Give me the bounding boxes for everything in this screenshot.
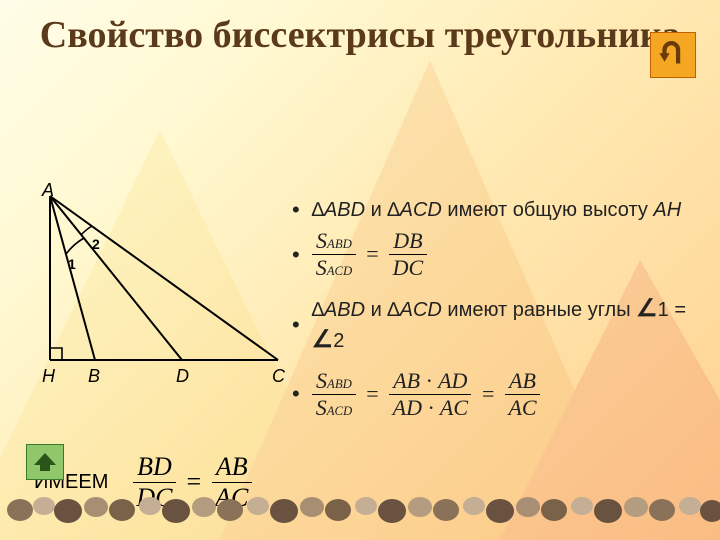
back-button[interactable] xyxy=(650,32,696,78)
vertex-a-label: A xyxy=(42,180,54,201)
formula-ratio-2: SABD SACD = AB · AD AD · AC = AB AC xyxy=(312,369,541,420)
decorative-rocks xyxy=(0,484,720,528)
angle1-label: 1 xyxy=(68,256,76,272)
vertex-h-label: H xyxy=(42,366,55,387)
bullet-dot: • xyxy=(292,314,300,336)
bullet-4: • SABD SACD = AB · AD AD · AC = AB AC xyxy=(288,369,698,420)
bullet-3: • ∆ABD и ∆ACD имеют равные углы ∠1 = ∠2 xyxy=(288,294,698,355)
vertex-b-label: B xyxy=(88,366,100,387)
vertex-c-label: C xyxy=(272,366,285,387)
page-title: Свойство биссектрисы треугольника xyxy=(0,0,720,58)
bullet-2: • SABD SACD = DB DC xyxy=(288,229,698,280)
triangle-diagram: A H B D C 1 2 xyxy=(20,188,300,398)
home-button[interactable] xyxy=(26,444,64,480)
vertex-d-label: D xyxy=(176,366,189,387)
angle2-label: 2 xyxy=(92,236,100,252)
bullet-list: • ∆ABD и ∆ACD имеют общую высоту AH • SA… xyxy=(288,198,698,426)
up-arrow-icon xyxy=(32,451,58,473)
bullet-dot: • xyxy=(292,199,300,221)
bullet-1: • ∆ABD и ∆ACD имеют общую высоту AH xyxy=(288,198,698,224)
u-turn-icon xyxy=(656,38,690,72)
bullet-dot: • xyxy=(292,244,300,266)
bullet-dot: • xyxy=(292,383,300,405)
formula-ratio-1: SABD SACD = DB DC xyxy=(312,229,427,280)
